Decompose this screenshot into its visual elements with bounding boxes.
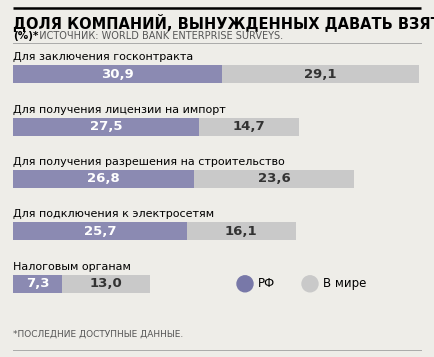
Text: 29,1: 29,1 [304, 68, 337, 81]
Bar [13, 170, 194, 188]
Text: В мире: В мире [323, 277, 366, 290]
Text: ДОЛЯ КОМПАНИЙ, ВЫНУЖДЕННЫХ ДАВАТЬ ВЗЯТКИ: ДОЛЯ КОМПАНИЙ, ВЫНУЖДЕННЫХ ДАВАТЬ ВЗЯТКИ [13, 14, 434, 32]
Text: 25,7: 25,7 [84, 225, 116, 238]
Text: *ПОСЛЕДНИЕ ДОСТУПНЫЕ ДАННЫЕ.: *ПОСЛЕДНИЕ ДОСТУПНЫЕ ДАННЫЕ. [13, 330, 183, 339]
Circle shape [302, 276, 318, 292]
Text: 23,6: 23,6 [258, 172, 291, 186]
Text: Для получения разрешения на строительство: Для получения разрешения на строительств… [13, 157, 285, 167]
Text: РФ: РФ [258, 277, 275, 290]
Text: Для заключения госконтракта: Для заключения госконтракта [13, 52, 193, 62]
Text: 26,8: 26,8 [87, 172, 120, 186]
Bar [13, 275, 62, 293]
Text: 27,5: 27,5 [90, 120, 122, 133]
Bar [222, 65, 419, 83]
Bar [13, 65, 222, 83]
Text: 13,0: 13,0 [90, 277, 123, 290]
Text: Для подключения к электросетям: Для подключения к электросетям [13, 209, 214, 220]
Bar [13, 222, 187, 240]
Bar [62, 275, 150, 293]
Text: 30,9: 30,9 [101, 68, 134, 81]
Text: (%)*: (%)* [13, 31, 38, 41]
Text: Налоговым органам: Налоговым органам [13, 262, 131, 272]
Circle shape [237, 276, 253, 292]
Text: 14,7: 14,7 [233, 120, 265, 133]
Text: 7,3: 7,3 [26, 277, 49, 290]
Bar [187, 222, 296, 240]
Text: 16,1: 16,1 [225, 225, 258, 238]
Bar [199, 117, 299, 136]
Text: Для получения лицензии на импорт: Для получения лицензии на импорт [13, 105, 226, 115]
Bar [194, 170, 354, 188]
Text: ИСТОЧНИК: WORLD BANK ENTERPRISE SURVEYS.: ИСТОЧНИК: WORLD BANK ENTERPRISE SURVEYS. [33, 31, 283, 41]
Bar [13, 117, 199, 136]
